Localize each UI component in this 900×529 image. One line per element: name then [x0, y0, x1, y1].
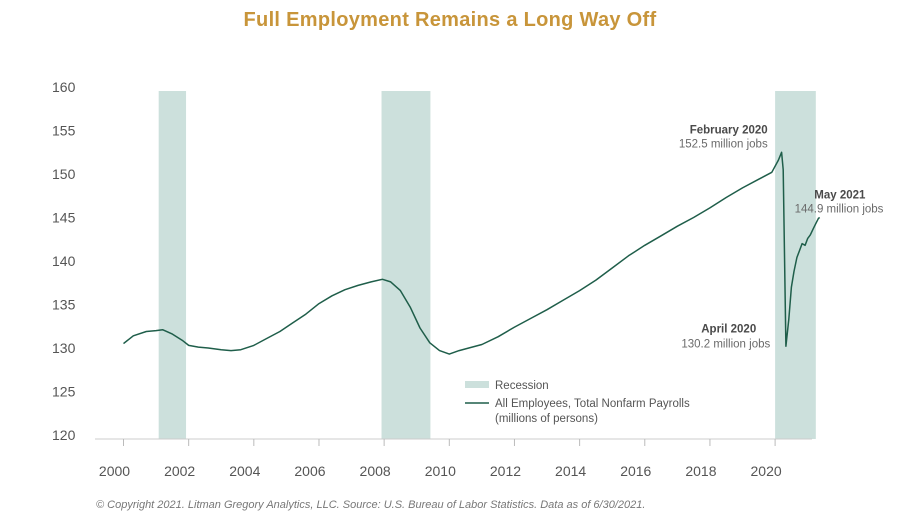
- annotation-feb-2020-title: February 2020: [690, 124, 768, 136]
- annotation-feb-2020-value: 152.5 million jobs: [679, 138, 768, 150]
- chart-title: Full Employment Remains a Long Way Off: [243, 9, 657, 31]
- y-tick-label: 120: [52, 427, 76, 443]
- y-tick-label: 125: [52, 384, 76, 400]
- x-tick-label: 2004: [229, 463, 260, 479]
- y-tick-label: 155: [52, 123, 76, 139]
- y-axis: 160 155 150 145 140 135 130 125 120: [52, 79, 76, 443]
- y-tick-label: 140: [52, 253, 76, 269]
- recession-band-2: [381, 91, 431, 439]
- y-tick-label: 150: [52, 166, 76, 182]
- x-tick-label: 2010: [425, 463, 456, 479]
- x-tick-label: 2006: [294, 463, 325, 479]
- y-tick-label: 130: [52, 340, 76, 356]
- annotation-may-2021-title: May 2021: [814, 189, 866, 201]
- x-tick-label: 2002: [164, 463, 195, 479]
- x-tick-label: 2008: [360, 463, 391, 479]
- x-tick-label: 2016: [620, 463, 651, 479]
- x-tick-label: 2018: [685, 463, 716, 479]
- legend-recession-label: Recession: [495, 380, 549, 392]
- recession-band-1: [158, 91, 187, 439]
- y-tick-label: 160: [52, 79, 76, 95]
- footer-source-note: © Copyright 2021. Litman Gregory Analyti…: [96, 499, 646, 511]
- annotation-may-2021-value: 144.9 million jobs: [795, 203, 884, 215]
- annotations: February 2020 152.5 million jobs May 202…: [679, 124, 884, 350]
- x-tick-label: 2000: [99, 463, 130, 479]
- x-tick-label: 2020: [751, 463, 782, 479]
- x-tick-label: 2012: [490, 463, 521, 479]
- annotation-apr-2020-title: April 2020: [701, 323, 756, 335]
- annotation-apr-2020-value: 130.2 million jobs: [681, 338, 770, 350]
- legend: Recession All Employees, Total Nonfarm P…: [465, 380, 690, 425]
- legend-series-label-units: (millions of persons): [495, 413, 598, 425]
- payrolls-series-line: [123, 151, 821, 355]
- legend-series-label: All Employees, Total Nonfarm Payrolls: [495, 398, 690, 410]
- legend-recession-swatch: [465, 381, 489, 388]
- x-tick-labels: 2000 2002 2004 2006 2008 2010 2012 2014 2016 2018…: [99, 439, 782, 479]
- recession-bands: [158, 91, 816, 439]
- y-tick-label: 135: [52, 297, 76, 313]
- y-tick-label: 145: [52, 210, 76, 226]
- x-tick-label: 2014: [555, 463, 586, 479]
